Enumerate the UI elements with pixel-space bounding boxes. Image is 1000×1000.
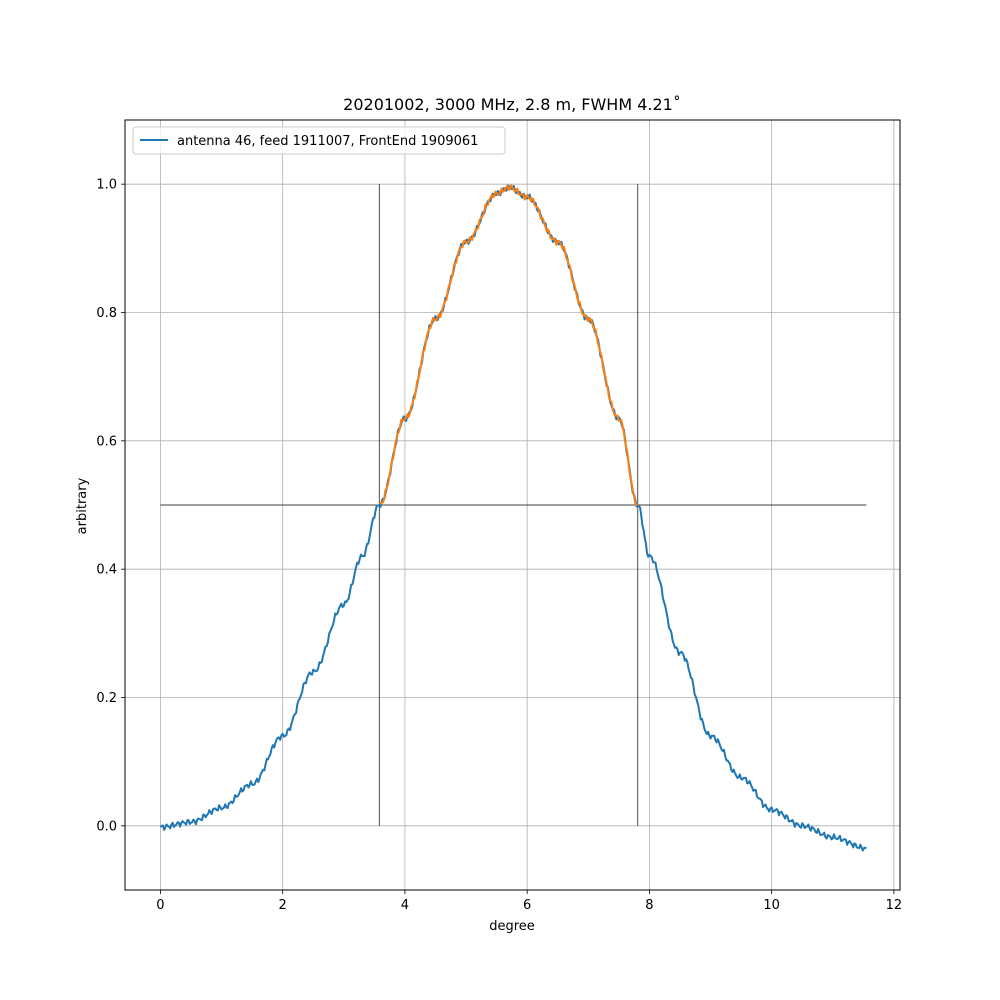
y-axis-label: arbitrary <box>75 477 90 534</box>
legend-box <box>132 126 506 155</box>
y-axis-ticks: 0.0 0.2 0.4 0.6 0.8 1.0 <box>96 178 125 834</box>
x-axis-label: degree <box>489 919 535 934</box>
beam-profile-line <box>159 184 867 852</box>
x-axis-ticks: 0 2 4 6 8 10 12 <box>156 890 902 913</box>
x-tick-label: 2 <box>279 898 287 913</box>
y-tick-label: 0.0 <box>96 819 117 834</box>
plot-frame <box>124 119 901 891</box>
y-tick-label: 0.8 <box>96 306 117 321</box>
x-tick-label: 12 <box>886 898 903 913</box>
x-tick-label: 4 <box>401 898 409 913</box>
x-tick-label: 8 <box>645 898 653 913</box>
series-lines <box>159 184 867 852</box>
y-tick-label: 0.4 <box>96 563 117 578</box>
chart-title: 20201002, 3000 MHz, 2.8 m, FWHM 4.21˚ <box>343 95 681 114</box>
x-tick-label: 0 <box>156 898 164 913</box>
legend-label: antenna 46, feed 1911007, FrontEnd 19090… <box>177 134 478 149</box>
x-tick-label: 6 <box>523 898 531 913</box>
y-tick-label: 1.0 <box>96 178 117 193</box>
fwhm-segment-line <box>379 184 638 507</box>
x-tick-label: 10 <box>763 898 780 913</box>
y-tick-label: 0.6 <box>96 434 117 449</box>
y-tick-label: 0.2 <box>96 691 117 706</box>
legend: antenna 46, feed 1911007, FrontEnd 19090… <box>132 126 506 155</box>
